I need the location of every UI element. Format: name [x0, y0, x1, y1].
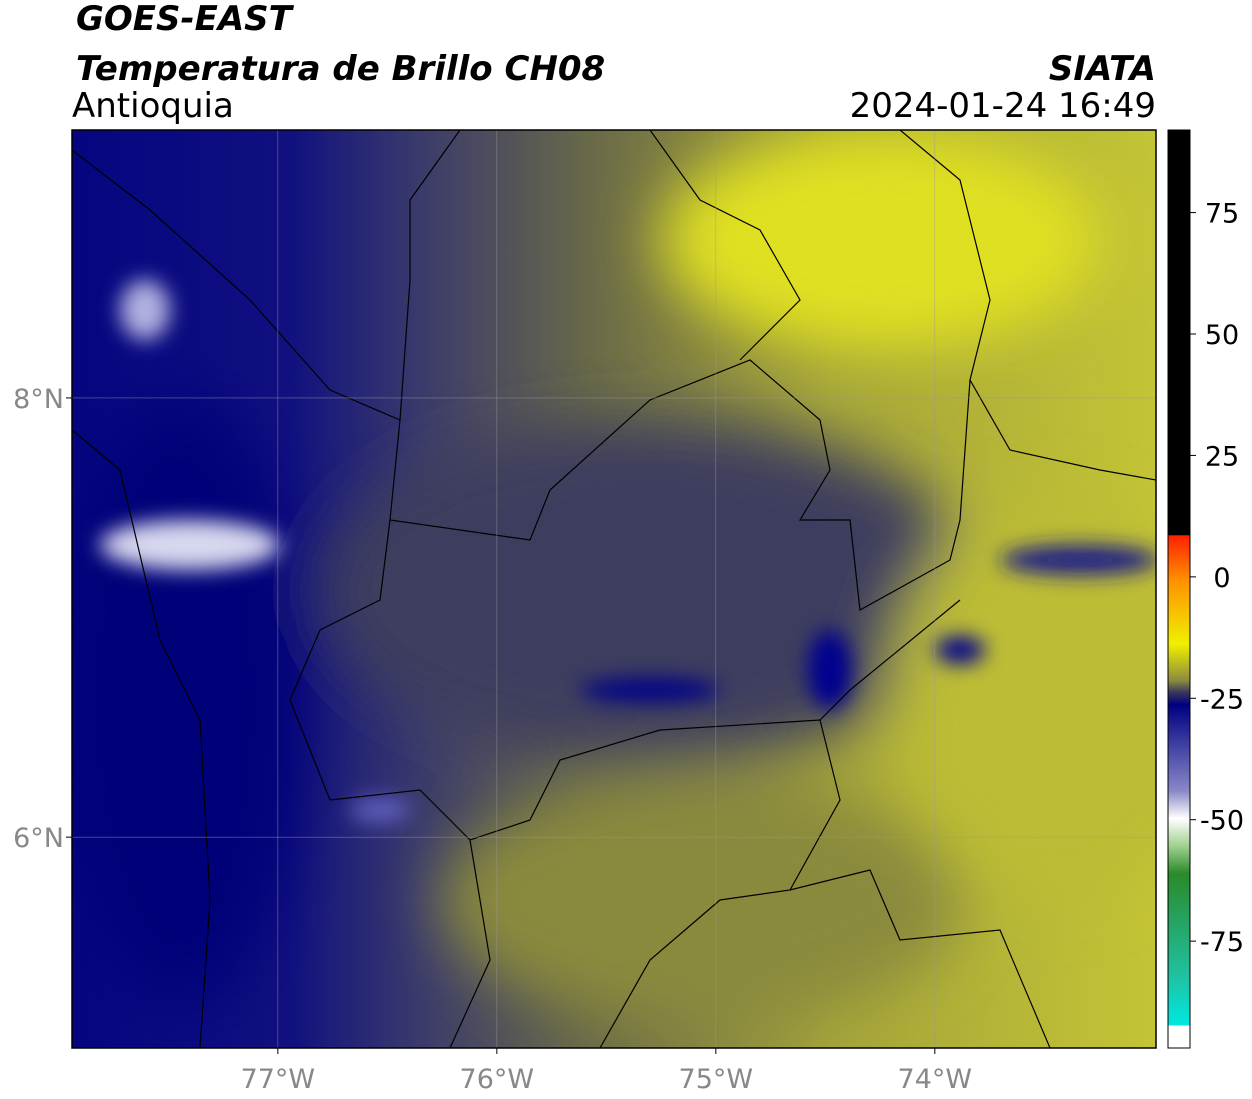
- colorbar-label: 75: [1205, 199, 1239, 230]
- map-frame: [71, 129, 1157, 1049]
- subtitle: Temperatura de Brillo CH08: [76, 49, 605, 89]
- y-tick-label: 8°N: [13, 384, 64, 415]
- colorbar-label: 25: [1205, 441, 1239, 472]
- timestamp: 2024-01-24 16:49: [850, 86, 1156, 126]
- colorbar-label: -25: [1200, 684, 1244, 715]
- region: Antioquia: [72, 86, 234, 126]
- x-tick-label: 77°W: [241, 1064, 316, 1095]
- x-tick-label: 74°W: [898, 1064, 973, 1095]
- colorbar-label: 50: [1205, 320, 1239, 351]
- source: SIATA: [1049, 49, 1156, 89]
- colorbar-label: 0: [1213, 563, 1230, 594]
- x-tick-label: 75°W: [679, 1064, 754, 1095]
- x-tick-label: 76°W: [460, 1064, 535, 1095]
- grid: [72, 130, 1156, 1048]
- y-tick-label: 6°N: [13, 823, 64, 854]
- title: GOES-EAST: [76, 0, 295, 39]
- colorbar: [1167, 129, 1191, 1049]
- colorbar-label: -75: [1200, 927, 1244, 958]
- colorbar-label: -50: [1200, 806, 1244, 837]
- satellite-image: [72, 130, 1156, 1048]
